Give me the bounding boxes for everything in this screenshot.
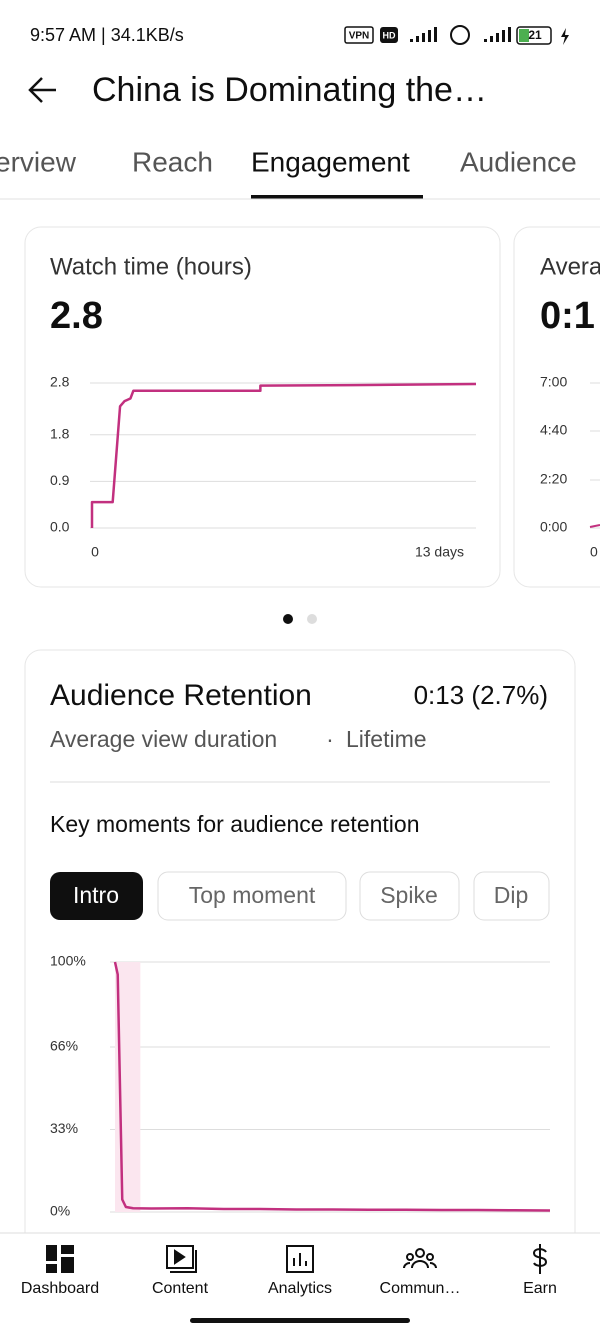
card-value: 2.8	[50, 295, 103, 337]
x-tick-label: 0	[590, 544, 598, 560]
chip[interactable]	[157, 871, 347, 921]
y-tick-label: 0%	[50, 1203, 70, 1219]
card-value: 0:1	[540, 295, 595, 337]
x-tick-label: 13 days	[415, 544, 464, 560]
y-tick-label: 2:20	[540, 471, 567, 487]
watch-time-chart: 0.0 0.9 1.8 2.8 0 13 days	[50, 374, 477, 560]
pager-dot[interactable]	[307, 614, 317, 624]
chip-label: Dip	[494, 882, 529, 908]
retention-card	[24, 649, 576, 1333]
chip[interactable]	[359, 871, 460, 921]
video-title: China is Dominating the…	[92, 71, 487, 109]
section-title: Key moments for audience retention	[50, 811, 419, 837]
status-time: 9:57 AM | 34.1KB/s	[30, 25, 184, 45]
y-tick-label: 100%	[50, 953, 86, 969]
retention-period: Lifetime	[346, 726, 427, 752]
chip[interactable]	[473, 871, 550, 921]
back-button[interactable]	[28, 77, 56, 103]
separator: ·	[326, 726, 334, 752]
vpn-label: VPN	[349, 31, 370, 42]
card-title: Watch time (hours)	[50, 253, 252, 280]
tab[interactable]: Audience	[460, 146, 577, 177]
chip-label: Intro	[73, 882, 119, 908]
y-tick-label: 1.8	[50, 425, 70, 441]
nav-label[interactable]: Earn	[523, 1280, 557, 1297]
tab[interactable]: Reach	[132, 146, 213, 177]
chip-label: Top moment	[189, 882, 316, 908]
y-tick-label: 2.8	[50, 374, 70, 390]
nav-icons	[46, 1244, 548, 1274]
metric-card[interactable]	[513, 226, 600, 588]
home-indicator	[190, 1318, 410, 1323]
y-tick-label: 66%	[50, 1038, 78, 1054]
nav-label[interactable]: Analytics	[268, 1280, 332, 1297]
tab-active[interactable]: Engagement	[251, 146, 410, 177]
retention-subtitle: Average view duration	[50, 726, 277, 752]
retention-summary: 0:13 (2.7%)	[414, 680, 548, 710]
line	[113, 961, 551, 1212]
nav-label[interactable]: Content	[152, 1280, 209, 1297]
retention-chart: 0% 33% 66% 100%	[50, 953, 551, 1219]
battery-label: 21	[528, 28, 542, 42]
x-tick-label: 0	[91, 544, 99, 560]
y-tick-label: 0.9	[50, 472, 70, 488]
retention-title: Audience Retention	[50, 679, 312, 712]
bottom-nav	[0, 1233, 600, 1333]
y-tick-label: 0.0	[50, 519, 70, 535]
grid-lines	[590, 382, 600, 529]
nav-label[interactable]: Commun…	[380, 1280, 461, 1297]
pager-dot-active[interactable]	[283, 614, 293, 624]
tab-indicator	[251, 195, 423, 199]
partial-line	[589, 524, 600, 528]
y-tick-label: 4:40	[540, 422, 567, 438]
status-icons: VPN HD 21	[344, 25, 569, 45]
chip-label: Spike	[380, 882, 438, 908]
tab[interactable]: erview	[0, 146, 77, 177]
metric-card[interactable]	[24, 226, 501, 588]
hd-label: HD	[383, 30, 396, 40]
y-tick-label: 33%	[50, 1120, 78, 1136]
y-tick-label: 0:00	[540, 519, 567, 535]
line	[90, 382, 477, 528]
y-tick-label: 7:00	[540, 374, 567, 390]
chip-active[interactable]	[50, 872, 143, 920]
card-title: Avera	[540, 253, 600, 280]
nav-label[interactable]: Dashboard	[21, 1280, 99, 1297]
